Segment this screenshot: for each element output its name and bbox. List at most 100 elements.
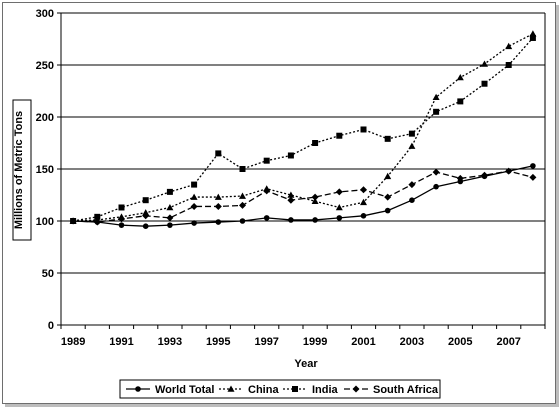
legend-marker-south-africa xyxy=(352,385,360,393)
series-line-china xyxy=(73,33,534,222)
x-tick-label: 1999 xyxy=(303,336,327,348)
data-point-south-africa xyxy=(360,186,367,194)
x-tick-label: 1993 xyxy=(158,336,182,348)
data-point-world-total xyxy=(167,222,173,228)
legend-box xyxy=(119,379,441,399)
data-point-china xyxy=(287,191,295,198)
y-tick-label: 300 xyxy=(36,8,54,20)
data-point-south-africa xyxy=(214,202,222,210)
data-point-south-africa xyxy=(69,217,77,225)
data-point-south-africa xyxy=(384,193,392,201)
data-point-india xyxy=(384,135,391,142)
series-china xyxy=(69,30,537,224)
data-point-world-total xyxy=(263,215,270,221)
data-point-world-total xyxy=(142,223,149,229)
y-tick-label: 250 xyxy=(36,60,54,72)
data-point-india xyxy=(408,130,415,137)
data-point-china xyxy=(456,73,464,81)
chart-frame xyxy=(2,2,556,404)
x-tick-label: 1991 xyxy=(109,336,133,348)
data-point-india xyxy=(142,197,149,204)
data-point-china xyxy=(190,193,198,200)
data-point-india xyxy=(360,126,367,133)
data-point-world-total xyxy=(336,215,343,221)
data-point-india xyxy=(336,132,343,139)
data-point-china xyxy=(505,42,513,50)
y-tick-labels: 0 50 100 150 200 250 300 xyxy=(36,8,54,332)
data-point-south-africa xyxy=(456,174,464,182)
data-point-china xyxy=(335,203,343,211)
data-point-world-total xyxy=(433,183,439,190)
x-tick-labels: 1989 1991 1993 1995 1997 1999 2001 2003 2005 2007 xyxy=(61,336,521,348)
data-point-south-africa xyxy=(335,188,343,196)
data-point-india xyxy=(191,181,198,188)
data-point-south-africa xyxy=(505,167,513,175)
data-point-china xyxy=(360,198,367,206)
data-point-china xyxy=(311,197,319,205)
data-point-india xyxy=(239,166,246,172)
data-point-south-africa xyxy=(529,173,537,181)
x-tick-label: 2001 xyxy=(351,336,375,348)
legend-item-china: China xyxy=(219,384,279,396)
data-point-china xyxy=(408,142,416,149)
grid-lines xyxy=(61,12,545,326)
y-tick-label: 0 xyxy=(48,320,54,332)
data-point-world-total xyxy=(312,217,318,223)
data-point-south-africa xyxy=(93,218,101,226)
data-point-india xyxy=(457,98,464,105)
data-point-world-total xyxy=(239,218,246,224)
series-india xyxy=(70,34,536,224)
data-point-world-total xyxy=(360,213,367,219)
y-tick-label: 200 xyxy=(36,112,54,124)
x-tick-label: 2007 xyxy=(496,336,520,348)
data-point-south-africa xyxy=(287,196,295,204)
legend-marker-china xyxy=(227,385,235,392)
x-tick-label: 2005 xyxy=(448,336,472,348)
data-point-india xyxy=(118,204,125,211)
y-tick-label: 100 xyxy=(36,216,54,228)
data-point-south-africa xyxy=(166,214,174,222)
data-point-world-total xyxy=(191,220,197,226)
x-tick-label: 1997 xyxy=(254,336,278,348)
x-axis-title: Year xyxy=(294,358,318,370)
data-point-india xyxy=(263,157,270,164)
data-point-world-total xyxy=(288,217,294,223)
data-point-world-total xyxy=(118,222,125,228)
data-point-china xyxy=(214,193,222,200)
data-point-china xyxy=(239,192,246,199)
y-axis-title: Millions of Metric Tons xyxy=(13,111,25,229)
x-tick-label: 1989 xyxy=(61,336,85,348)
data-point-china xyxy=(481,60,488,67)
series-line-south-africa xyxy=(73,170,534,223)
y-tick-label: 150 xyxy=(36,164,54,176)
series-world-total xyxy=(70,163,536,229)
data-point-south-africa xyxy=(481,171,488,179)
data-point-south-africa xyxy=(263,187,271,195)
data-point-south-africa xyxy=(408,181,416,189)
data-point-china xyxy=(432,93,440,101)
axes xyxy=(57,12,546,329)
data-point-south-africa xyxy=(190,202,198,210)
data-point-india xyxy=(312,140,319,146)
data-point-world-total xyxy=(384,207,391,214)
legend-label-china: China xyxy=(248,384,279,396)
y-axis-title-box xyxy=(12,99,32,241)
data-point-india xyxy=(433,108,440,115)
data-point-india xyxy=(505,62,512,68)
series-line-india xyxy=(72,37,534,222)
legend-label-world-total: World Total xyxy=(155,384,214,396)
legend-label-india: India xyxy=(312,384,339,396)
data-point-south-africa xyxy=(118,215,125,223)
x-tick-label: 1995 xyxy=(206,336,230,348)
data-point-india xyxy=(287,152,294,159)
legend-label-south-africa: South Africa xyxy=(373,384,439,396)
data-point-india xyxy=(94,213,101,220)
legend-marker-world-total xyxy=(135,386,141,392)
x-tick-label: 2003 xyxy=(400,336,424,348)
series-line-world-total xyxy=(73,165,534,227)
series-south-africa xyxy=(69,167,537,226)
data-point-south-africa xyxy=(239,201,246,209)
legend-item-south-africa: South Africa xyxy=(344,384,439,396)
data-point-world-total xyxy=(215,219,222,225)
